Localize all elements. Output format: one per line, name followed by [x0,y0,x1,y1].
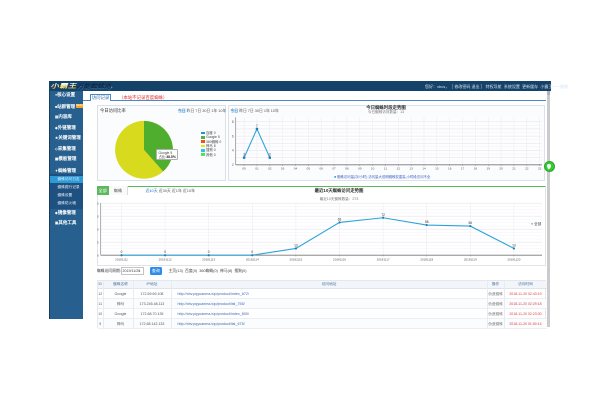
svg-text:07: 07 [332,166,336,170]
svg-text:16: 16 [447,166,451,170]
svg-text:20181115: 20181115 [289,258,302,262]
svg-text:23: 23 [537,166,541,170]
svg-text:09: 09 [358,166,362,170]
svg-text:3: 3 [243,152,245,156]
svg-text:06: 06 [319,166,323,170]
svg-text:20181118: 20181118 [420,258,433,262]
svg-text:13: 13 [294,244,298,248]
svg-text:02: 02 [268,166,272,170]
svg-text:20181114: 20181114 [245,258,258,262]
svg-text:63: 63 [337,218,341,222]
svg-text:0: 0 [207,250,209,254]
svg-text:03: 03 [280,166,284,170]
svg-text:56: 56 [468,221,472,225]
svg-text:4: 4 [231,148,233,152]
svg-text:20181116: 20181116 [333,258,346,262]
svg-text:14: 14 [422,166,426,170]
svg-text:75: 75 [97,215,99,219]
svg-text:22: 22 [525,166,529,170]
svg-text:12: 12 [396,166,400,170]
svg-text:50: 50 [97,228,99,232]
svg-text:20181111: 20181111 [115,258,128,262]
svg-text:08: 08 [345,166,349,170]
svg-text:20181117: 20181117 [376,258,389,262]
svg-text:00: 00 [242,166,246,170]
svg-text:21: 21 [512,166,516,170]
svg-text:05: 05 [306,166,310,170]
svg-text:25: 25 [97,241,99,245]
svg-text:100: 100 [97,202,99,206]
svg-text:20181120: 20181120 [507,258,520,262]
svg-text:2: 2 [231,163,233,167]
svg-text:13: 13 [409,166,413,170]
svg-text:04: 04 [293,166,297,170]
svg-text:15: 15 [435,166,439,170]
svg-text:0: 0 [120,250,122,254]
svg-text:72: 72 [381,213,385,217]
svg-text:6: 6 [231,134,233,138]
svg-text:20181119: 20181119 [463,258,476,262]
svg-text:7: 7 [256,123,258,127]
svg-text:58: 58 [424,220,428,224]
svg-text:0: 0 [97,254,99,258]
svg-text:17: 17 [460,166,464,170]
svg-text:10: 10 [370,166,374,170]
svg-text:20181112: 20181112 [158,258,171,262]
svg-text:18: 18 [473,166,477,170]
svg-text:20: 20 [499,166,503,170]
svg-text:3: 3 [268,152,270,156]
svg-text:11: 11 [383,166,386,170]
svg-text:01: 01 [255,166,259,170]
svg-text:13: 13 [512,244,516,248]
svg-text:0: 0 [164,250,166,254]
svg-text:19: 19 [486,166,490,170]
svg-text:0: 0 [251,250,253,254]
svg-text:20181113: 20181113 [202,258,215,262]
svg-text:8: 8 [231,119,233,123]
